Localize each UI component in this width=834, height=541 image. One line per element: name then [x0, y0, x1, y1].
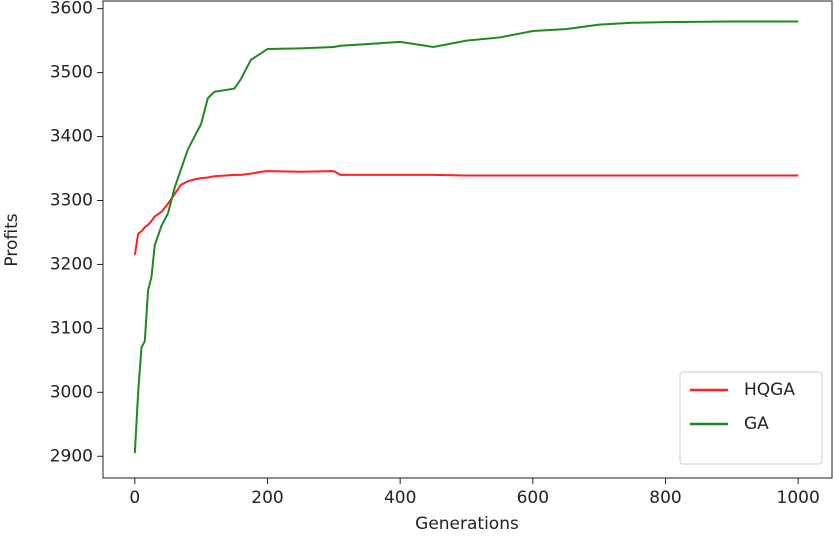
x-tick-label: 800 — [649, 488, 681, 508]
legend-label: HQGA — [744, 380, 795, 400]
y-tick-label: 3500 — [50, 63, 93, 83]
y-tick-label: 3000 — [50, 382, 93, 402]
legend-box — [679, 371, 823, 465]
x-tick-label: 200 — [251, 488, 283, 508]
x-tick-label: 600 — [517, 488, 549, 508]
x-tick-label: 400 — [384, 488, 416, 508]
x-axis-label: Generations — [415, 514, 519, 534]
y-tick-label: 3600 — [50, 0, 93, 19]
y-axis-label: Profits — [2, 213, 22, 266]
y-tick-label: 2900 — [50, 446, 93, 466]
x-tick-label: 0 — [129, 488, 140, 508]
y-tick-label: 3100 — [50, 318, 93, 338]
x-tick-label: 1000 — [777, 488, 820, 508]
series-line — [133, 20, 799, 454]
y-tick-label: 3300 — [50, 190, 93, 210]
plot-frame — [102, 0, 833, 479]
series-line — [133, 170, 799, 256]
y-tick-label: 3200 — [50, 254, 93, 274]
legend-label: GA — [744, 414, 769, 434]
y-tick-label: 3400 — [50, 127, 93, 147]
